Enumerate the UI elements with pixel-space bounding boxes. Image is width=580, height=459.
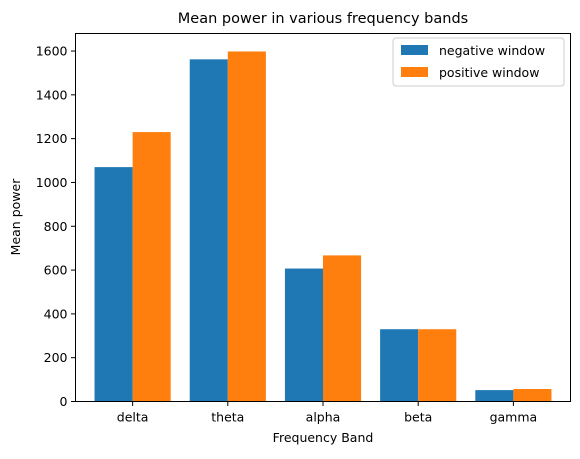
bar-negative-window-delta [94,167,133,402]
y-tick-label: 1400 [36,87,68,102]
x-axis-ticks: delta theta alpha beta gamma [117,401,538,425]
bar-negative-window-alpha [284,268,323,402]
legend-swatch-positive-window [401,67,428,77]
legend-label-positive-window: positive window [439,65,539,80]
bar-positive-window-gamma [513,389,552,402]
y-axis-label: Mean power [8,178,23,256]
bars-layer [94,51,552,402]
bar-positive-window-alpha [323,255,362,402]
bar-negative-window-gamma [475,390,514,402]
y-tick-label: 1600 [36,44,68,59]
y-tick-label: 600 [44,263,68,278]
bar-positive-window-beta [418,329,457,402]
x-tick-label-theta: theta [211,410,244,425]
y-axis-ticks: 0 200 400 600 800 1000 1200 1400 1600 [36,44,76,409]
legend: negative window positive window [392,37,565,87]
bar-negative-window-theta [189,59,228,402]
y-tick-label: 800 [44,219,68,234]
y-tick-label: 1200 [36,131,68,146]
y-tick-label: 400 [44,306,68,321]
bar-positive-window-delta [132,132,171,402]
legend-label-negative-window: negative window [439,43,545,58]
y-tick-label: 1000 [36,175,68,190]
bar-negative-window-beta [380,329,419,402]
x-tick-label-gamma: gamma [490,410,538,425]
x-tick-label-beta: beta [404,410,432,425]
y-tick-label: 200 [44,350,68,365]
y-tick-label: 0 [60,394,68,409]
bar-positive-window-theta [227,51,266,402]
legend-box [392,37,565,87]
x-tick-label-delta: delta [117,410,149,425]
legend-swatch-negative-window [401,45,428,55]
x-axis-label: Frequency Band [273,430,374,445]
chart-title: Mean power in various frequency bands [178,11,468,27]
plot-frame [75,33,571,402]
x-tick-label-alpha: alpha [306,410,341,425]
